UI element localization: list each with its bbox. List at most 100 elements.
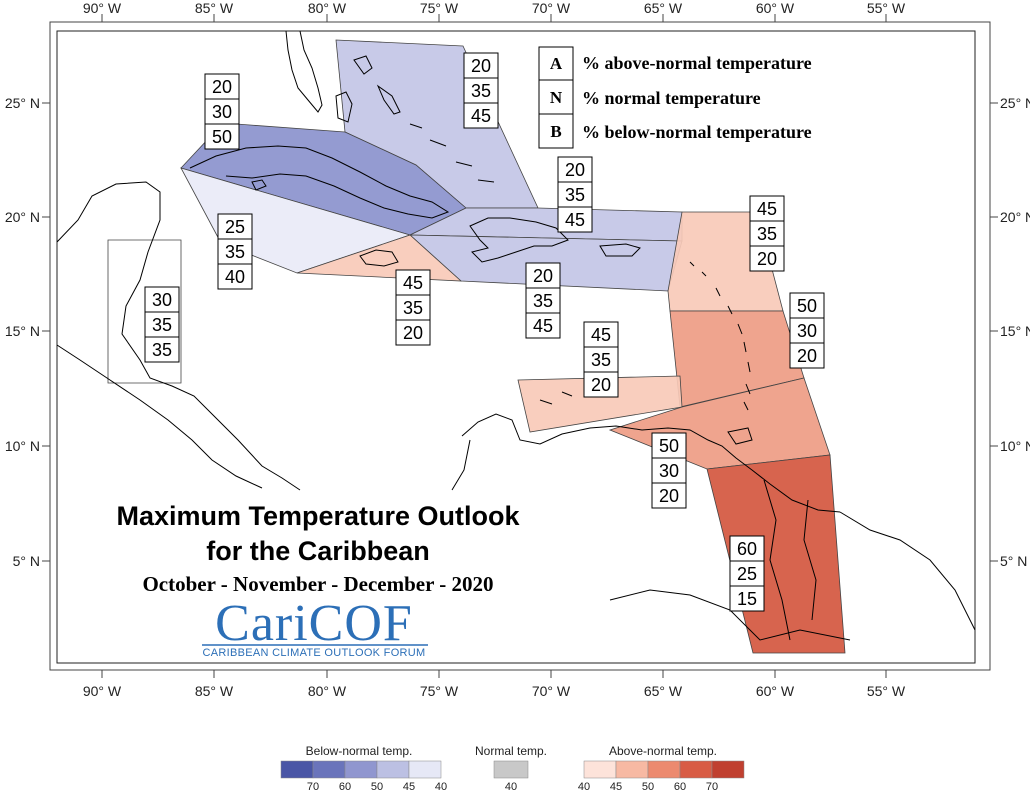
legend-tick: 60: [339, 781, 351, 791]
prob-value: 25: [225, 217, 245, 237]
lat-labels-right: 25° N 20° N 15° N 10° N 5° N: [1000, 95, 1030, 569]
legend-tick: 50: [642, 781, 654, 791]
legend: Below-normal temp. Normal temp. Above-no…: [280, 744, 745, 791]
lat-label: 25° N: [5, 95, 40, 111]
prob-value: 35: [565, 185, 585, 205]
lon-label: 65° W: [644, 0, 683, 16]
legend-swatch: [583, 760, 617, 779]
legend-tick: 60: [674, 781, 686, 791]
legend-swatch: [280, 760, 314, 779]
prob-box-abc-islands: 45 35 20: [583, 321, 619, 398]
prob-cell: [525, 262, 561, 289]
hispaniola-outline: [469, 217, 569, 263]
legend-tick: 45: [403, 781, 415, 791]
prob-box-hispaniola-north: 20 35 45: [557, 156, 593, 233]
prob-cell: [583, 321, 619, 348]
legend-normal-title: Normal temp.: [475, 744, 547, 758]
lat-label: 10° N: [1000, 438, 1030, 454]
lon-label: 75° W: [420, 0, 459, 16]
prob-value: 60: [737, 539, 757, 559]
prob-value: 50: [659, 436, 679, 456]
prob-value: 20: [533, 266, 553, 286]
prob-cell: [525, 312, 561, 339]
legend-swatch: [493, 760, 529, 779]
logo-wordmark: CariCOF: [215, 595, 413, 652]
prob-value: 20: [212, 77, 232, 97]
prob-cell: [144, 336, 180, 363]
florida-coast: [285, 30, 323, 113]
legend-tick: 50: [371, 781, 383, 791]
suriname-border: [803, 499, 817, 621]
lon-labels-bottom: 90° W 85° W 80° W 75° W 70° W 65° W 60° …: [83, 683, 906, 699]
legend-below-title: Below-normal temp.: [306, 744, 413, 758]
prob-box-trinidad-barbados: 50 30 20: [651, 432, 687, 509]
prob-value: 35: [152, 340, 172, 360]
prob-value: 20: [757, 249, 777, 269]
logo-tagline: CARIBBEAN CLIMATE OUTLOOK FORUM: [202, 647, 425, 659]
prob-cell: [789, 342, 825, 369]
key-letter-b: B: [550, 122, 561, 141]
prob-cell: [789, 317, 825, 344]
prob-cell: [395, 319, 431, 346]
zone-guianas: [706, 454, 846, 654]
key-letter-a: A: [550, 54, 563, 73]
prob-cell: [749, 245, 785, 272]
map-title-second-line: for the Caribbean: [206, 536, 430, 566]
prob-value: 35: [591, 350, 611, 370]
prob-cell: [557, 156, 593, 183]
prob-value: 50: [212, 127, 232, 147]
key-box: [538, 46, 574, 149]
guyana-border: [763, 479, 791, 641]
tick-marks: [42, 14, 998, 678]
prob-cell: [144, 311, 180, 338]
prob-cell: [729, 585, 765, 612]
lon-label: 65° W: [644, 683, 683, 699]
legend-swatch: [647, 760, 681, 779]
prob-cell: [204, 123, 240, 150]
prob-value: 20: [471, 56, 491, 76]
bahamas-andros: [335, 91, 353, 123]
isle-of-youth: [251, 179, 267, 191]
prob-value: 40: [225, 267, 245, 287]
trinidad-outline: [727, 427, 753, 445]
lon-label: 90° W: [83, 683, 122, 699]
prob-box-leeward-islands: 45 35 20: [749, 195, 785, 272]
caricof-logo: CariCOF CARIBBEAN CLIMATE OUTLOOK FORUM: [202, 595, 428, 659]
key-letter-n: N: [550, 88, 563, 107]
lat-label: 25° N: [1000, 95, 1030, 111]
central-america-south-coast: [56, 344, 263, 489]
prob-cell: [557, 206, 593, 233]
prob-value: 30: [659, 461, 679, 481]
lesser-antilles-north: [689, 261, 743, 335]
prob-value: 30: [797, 321, 817, 341]
lon-label: 85° W: [195, 683, 234, 699]
prob-cell: [463, 102, 499, 129]
lon-label: 70° W: [532, 0, 571, 16]
legend-above-swatches: 40 45 50 60 70: [578, 760, 745, 791]
map-title: Maximum Temperature Outlook: [116, 501, 520, 531]
legend-swatch: [312, 760, 346, 779]
prob-cell: [749, 220, 785, 247]
prob-value: 35: [152, 315, 172, 335]
jamaica-outline: [359, 249, 399, 267]
lon-label: 80° W: [308, 683, 347, 699]
lesser-antilles-south: [743, 341, 751, 411]
prob-value: 25: [737, 564, 757, 584]
guianas-coast: [839, 511, 976, 631]
prob-value: 45: [565, 210, 585, 230]
yucatan-central-america-coast: [56, 181, 301, 491]
puerto-rico-outline: [599, 243, 641, 257]
prob-box-belize: 30 35 35: [144, 286, 180, 363]
lon-label: 90° W: [83, 0, 122, 16]
lat-label: 20° N: [1000, 209, 1030, 225]
legend-tick: 45: [610, 781, 622, 791]
prob-cell: [204, 98, 240, 125]
prob-cell: [525, 287, 561, 314]
bahamas-cays: [409, 123, 495, 183]
lat-label: 5° N: [13, 553, 40, 569]
prob-box-windward-islands: 50 30 20: [789, 292, 825, 369]
bahamas-abaco: [353, 55, 373, 75]
prob-cell: [583, 371, 619, 398]
